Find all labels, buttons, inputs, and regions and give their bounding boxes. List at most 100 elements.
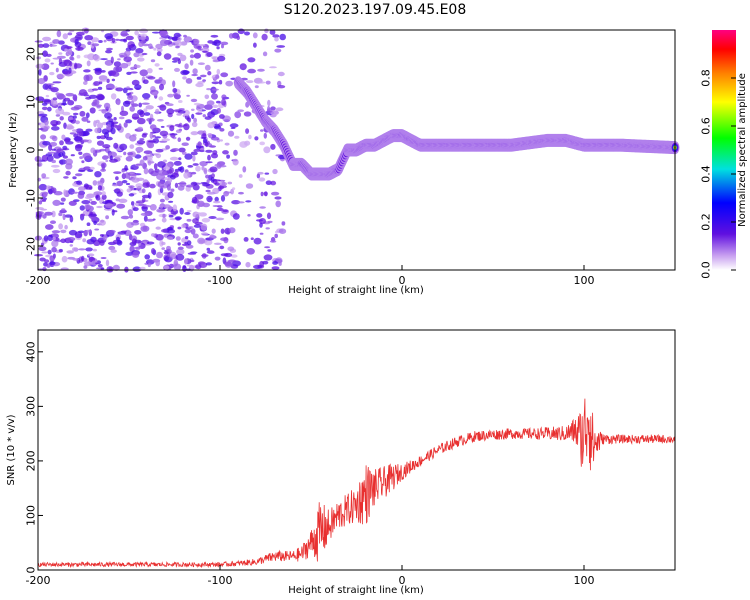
noise-blob	[184, 236, 189, 240]
noise-blob	[270, 143, 276, 150]
noise-blob	[247, 214, 251, 217]
noise-blob	[110, 56, 114, 64]
noise-blob	[191, 259, 195, 263]
colorbar-tick-label: 0.8	[700, 69, 713, 87]
noise-blob	[216, 68, 221, 75]
noise-blob	[239, 141, 248, 148]
noise-blob	[105, 259, 110, 267]
noise-blob	[178, 157, 182, 161]
noise-blob	[245, 261, 251, 268]
noise-blob	[185, 78, 193, 84]
noise-blob	[60, 197, 66, 202]
noise-blob	[66, 250, 74, 254]
noise-blob	[166, 108, 175, 115]
noise-blob	[155, 108, 160, 115]
noise-blob	[191, 113, 195, 120]
noise-blob	[120, 33, 130, 36]
noise-blob	[174, 123, 182, 127]
noise-blob	[190, 131, 199, 136]
noise-blob	[122, 180, 128, 184]
noise-blob	[81, 160, 85, 164]
noise-blob	[103, 234, 108, 241]
spectrogram-xtick-label: -200	[26, 274, 51, 287]
noise-blob	[45, 224, 54, 230]
noise-blob	[233, 149, 238, 156]
noise-blob	[94, 67, 102, 72]
noise-blob	[146, 241, 155, 245]
noise-blob	[142, 93, 151, 99]
noise-blob	[69, 215, 74, 223]
noise-blob	[274, 48, 282, 53]
noise-blob	[71, 191, 79, 194]
noise-blob	[132, 266, 142, 273]
noise-blob	[228, 227, 236, 234]
noise-blob	[35, 207, 44, 210]
noise-blob	[159, 204, 164, 209]
noise-blob	[182, 76, 187, 80]
noise-blob	[167, 174, 174, 178]
noise-blob	[140, 212, 150, 216]
noise-blob	[168, 214, 174, 218]
noise-blob	[134, 239, 142, 244]
noise-blob	[212, 150, 218, 155]
noise-blob	[177, 110, 186, 114]
noise-blob	[129, 134, 137, 142]
noise-blob	[271, 191, 280, 196]
noise-blob	[179, 166, 185, 173]
noise-blob	[35, 63, 45, 69]
noise-blob	[261, 33, 268, 41]
snr-xtick-label: 100	[574, 574, 595, 587]
noise-blob	[195, 112, 203, 115]
noise-blob	[245, 183, 254, 189]
noise-blob	[51, 240, 59, 248]
noise-blob	[245, 200, 252, 203]
noise-blob	[134, 84, 142, 90]
noise-blob	[132, 251, 140, 258]
noise-blob	[139, 28, 149, 34]
noise-blob	[81, 200, 91, 205]
noise-blob	[123, 38, 127, 43]
noise-blob	[262, 51, 268, 57]
noise-blob	[277, 80, 282, 87]
noise-blob	[199, 44, 206, 47]
noise-blob	[142, 43, 150, 47]
noise-blob	[192, 155, 196, 162]
noise-blob	[248, 134, 252, 140]
noise-blob	[276, 45, 286, 48]
noise-blob	[182, 70, 190, 75]
noise-blob	[211, 81, 220, 85]
noise-blob	[94, 228, 100, 231]
noise-blob	[166, 236, 173, 240]
noise-blob	[157, 181, 165, 188]
noise-blob	[214, 256, 221, 261]
noise-blob	[65, 125, 75, 130]
noise-blob	[167, 93, 174, 98]
noise-blob	[92, 248, 97, 252]
noise-blob	[74, 144, 83, 152]
noise-blob	[232, 158, 239, 166]
noise-blob	[41, 106, 48, 111]
noise-blob	[70, 57, 75, 61]
noise-blob	[269, 66, 277, 69]
noise-blob	[72, 129, 78, 132]
noise-blob	[56, 30, 62, 38]
noise-blob	[110, 93, 117, 100]
noise-blob	[245, 128, 250, 134]
noise-blob	[238, 174, 243, 178]
noise-blob	[192, 68, 198, 75]
noise-blob	[42, 83, 49, 90]
noise-blob	[118, 116, 125, 120]
noise-blob	[135, 146, 144, 153]
noise-blob	[148, 43, 153, 49]
noise-blob	[51, 210, 56, 218]
noise-blob	[131, 238, 137, 245]
noise-blob	[170, 133, 176, 138]
noise-blob	[211, 56, 217, 60]
noise-blob	[263, 191, 268, 196]
noise-blob	[191, 108, 195, 112]
noise-blob	[159, 104, 167, 111]
noise-blob	[166, 227, 174, 231]
noise-blob	[98, 40, 103, 43]
noise-blob	[221, 94, 227, 100]
